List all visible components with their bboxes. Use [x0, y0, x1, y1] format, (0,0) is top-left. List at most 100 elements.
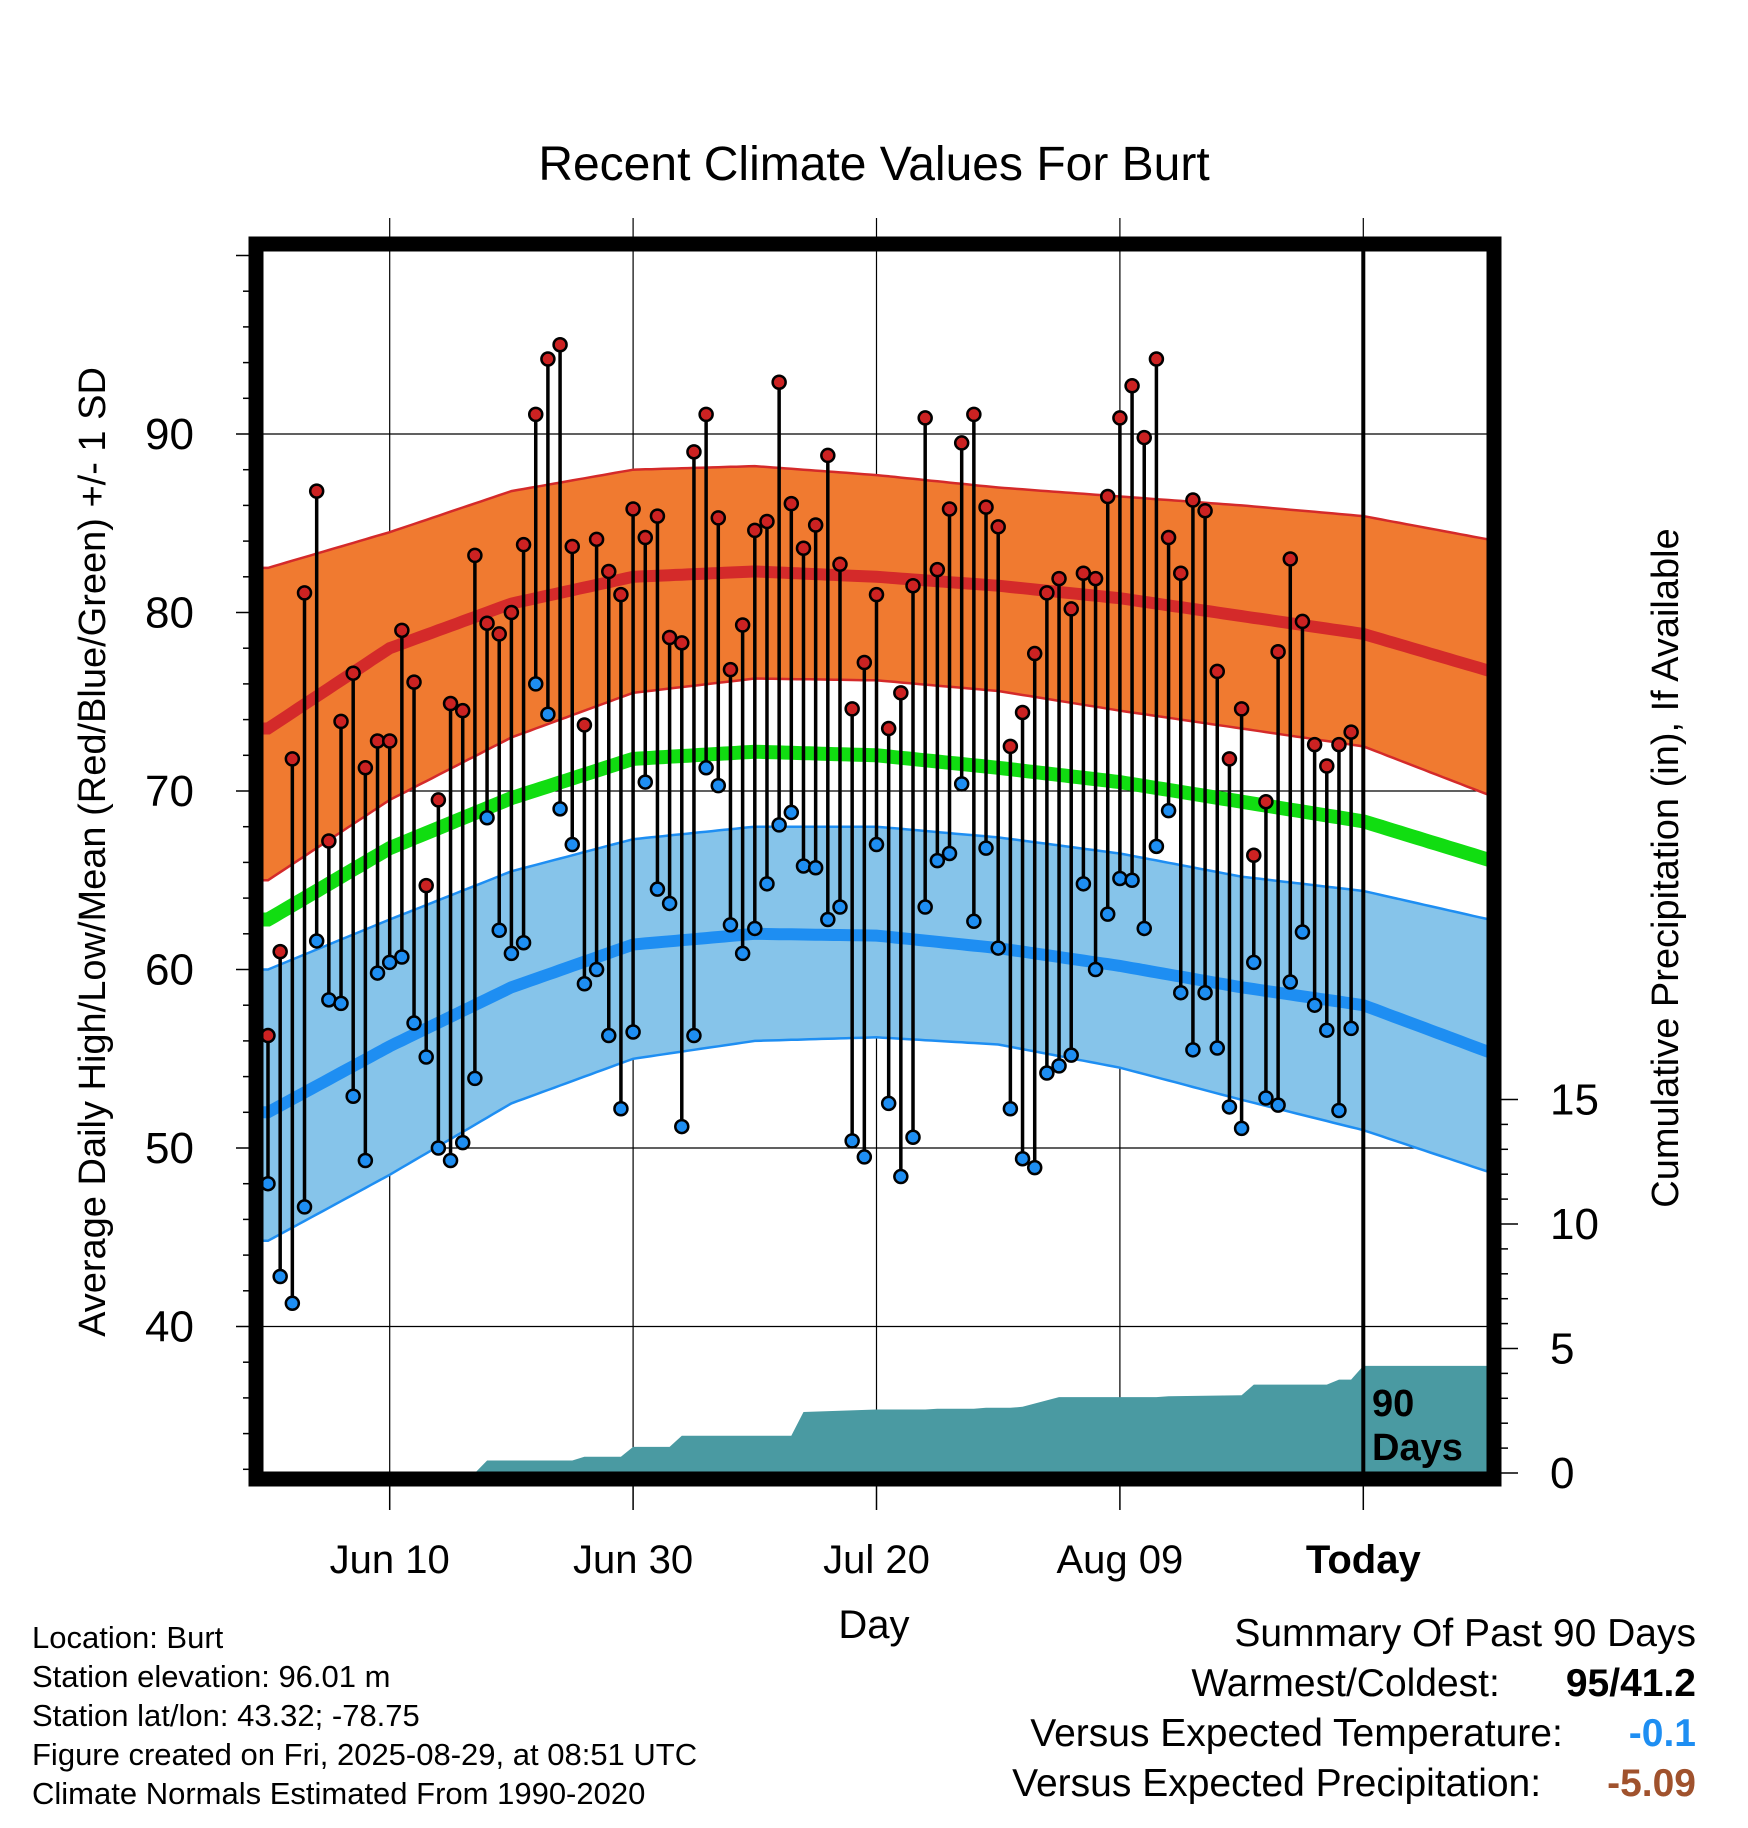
- low-point: [1258, 1090, 1274, 1106]
- low-point: [1026, 1159, 1043, 1176]
- high-point: [856, 654, 873, 671]
- high-point: [503, 604, 520, 621]
- low-point: [1148, 838, 1165, 855]
- low-point: [917, 899, 933, 915]
- high-point: [649, 508, 666, 524]
- high-point: [747, 522, 763, 539]
- x-tick-label: Jun 10: [330, 1538, 450, 1582]
- normal-bands: [262, 464, 1487, 1243]
- low-point: [576, 976, 593, 992]
- high-point: [929, 561, 946, 578]
- high-point: [540, 351, 556, 367]
- high-point: [1246, 847, 1262, 864]
- low-point: [1282, 974, 1299, 990]
- low-point: [1087, 961, 1104, 978]
- low-point: [467, 1070, 483, 1087]
- low-point: [868, 836, 885, 853]
- station-info: Location: Burt Station elevation: 96.01 …: [32, 1618, 697, 1813]
- low-point: [357, 1152, 374, 1169]
- daily-points: [260, 337, 1359, 1312]
- high-point: [1014, 704, 1031, 721]
- high-point: [296, 585, 313, 601]
- latlon-text: Station lat/lon: 43.32; -78.75: [32, 1698, 420, 1733]
- high-point: [1270, 644, 1286, 660]
- low-point: [710, 777, 727, 794]
- low-point: [953, 776, 970, 792]
- normals-text: Climate Normals Estimated From 1990-2020: [32, 1776, 646, 1811]
- y-left-tick-label: 70: [145, 767, 194, 816]
- high-point: [1233, 701, 1250, 717]
- high-point: [807, 517, 824, 533]
- high-point: [1209, 663, 1226, 680]
- high-point: [990, 519, 1006, 535]
- y-left-axis-label: Average Daily High/Low/Mean (Red/Blue/Gr…: [72, 367, 114, 1337]
- low-point: [734, 945, 751, 962]
- plot-frame: [248, 236, 1502, 1487]
- period-label-line1: 90: [1372, 1383, 1414, 1425]
- high-point: [515, 536, 532, 553]
- precip-area: [268, 1365, 1487, 1473]
- coldest-value: 41.2: [1620, 1662, 1696, 1705]
- low-point: [1270, 1097, 1286, 1113]
- cumulative-precip-area: [268, 1365, 1487, 1473]
- low-point: [503, 945, 520, 962]
- high-point: [1051, 570, 1067, 587]
- high-point: [1282, 551, 1299, 567]
- low-point: [1051, 1058, 1067, 1074]
- high-point: [272, 943, 288, 960]
- high-point: [880, 720, 897, 737]
- high-point: [674, 635, 690, 651]
- low-point: [491, 922, 507, 938]
- low-point: [1160, 802, 1177, 819]
- low-point: [345, 1088, 361, 1104]
- low-point: [722, 917, 739, 933]
- low-point: [661, 895, 678, 912]
- high-point: [844, 701, 860, 717]
- high-point: [442, 695, 459, 712]
- warmest-coldest-label: Warmest/Coldest:: [1191, 1662, 1500, 1705]
- high-point: [1331, 736, 1347, 753]
- normal-low-line: [262, 927, 1487, 1119]
- y-right-tick-label: 5: [1550, 1325, 1574, 1374]
- low-point: [1294, 924, 1311, 940]
- low-point: [844, 1133, 860, 1149]
- high-point: [1148, 351, 1165, 367]
- x-tick-label: Today: [1306, 1538, 1422, 1582]
- low-point: [418, 1049, 434, 1065]
- low-point: [820, 911, 836, 928]
- low-point: [564, 836, 580, 853]
- low-point: [1331, 1102, 1347, 1119]
- high-point: [893, 685, 909, 701]
- high-point: [1197, 503, 1213, 519]
- low-point: [966, 913, 982, 930]
- high-point: [321, 833, 337, 849]
- low-point: [1221, 1099, 1238, 1115]
- low-point: [686, 1027, 702, 1044]
- y-right-axis: 0 5 10 15: [1494, 1076, 1599, 1498]
- high-point: [1306, 736, 1323, 753]
- high-point: [1124, 378, 1140, 394]
- high-point: [1075, 565, 1092, 581]
- y-left-tick-label: 90: [145, 410, 194, 459]
- high-point: [686, 444, 702, 460]
- low-point: [1124, 872, 1140, 888]
- high-point: [698, 406, 714, 423]
- high-point: [820, 447, 836, 464]
- high-point: [1099, 488, 1116, 505]
- low-point: [601, 1027, 617, 1044]
- high-point: [1221, 751, 1238, 767]
- low-point: [381, 954, 398, 971]
- summary-title: Summary Of Past 90 Days: [1234, 1612, 1696, 1655]
- low-point: [905, 1129, 921, 1146]
- low-point: [807, 860, 824, 876]
- high-point: [1319, 758, 1335, 774]
- high-point: [430, 792, 447, 808]
- low-point: [771, 817, 787, 833]
- x-axis: Jun 10 Jun 30 Jul 20 Aug 09 Today: [330, 1486, 1422, 1582]
- low-point: [674, 1118, 690, 1135]
- x-tick-label: Jul 20: [823, 1538, 930, 1582]
- low-point: [296, 1199, 313, 1215]
- low-point: [272, 1268, 288, 1285]
- precip-anomaly-value: -5.09: [1607, 1762, 1696, 1805]
